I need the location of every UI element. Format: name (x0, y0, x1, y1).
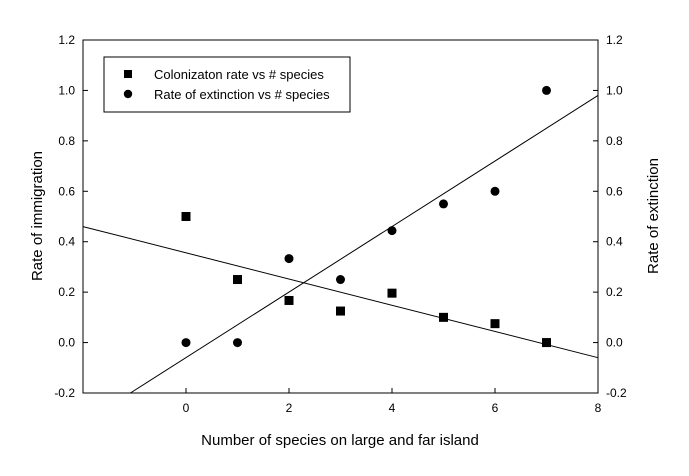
x-tick-label: 8 (595, 401, 602, 415)
legend-marker-square (124, 70, 132, 78)
y-tick-label-left: 0.6 (58, 184, 75, 198)
fit-lines-layer (82, 95, 599, 394)
legend-label-extinction: Rate of extinction vs # species (154, 87, 330, 102)
extinction-point (439, 199, 448, 209)
legend-marker-circle (123, 89, 133, 99)
points-layer (181, 85, 551, 348)
legend-box (103, 56, 351, 113)
x-tick-label: 2 (286, 401, 293, 415)
y-axis-title-right: Rate of extinction (645, 158, 662, 274)
y-tick-label-left: 0.4 (58, 235, 75, 249)
x-tick-label: 0 (183, 401, 190, 415)
extinction-point (542, 85, 551, 95)
y-tick-label-right: 1.2 (606, 33, 623, 47)
colonization-point (490, 319, 500, 329)
x-axis-title: Number of species on large and far islan… (201, 432, 479, 449)
colonization-point (233, 275, 242, 285)
plot-frame (82, 39, 599, 394)
colonization-point (387, 288, 397, 298)
ticks-layer: 0 2 4 6 8 -0.2 -0.2 0.0 0.0 0.2 0.2 0.4 0.4 0.6 0.6 0.8… (54, 33, 627, 415)
y-tick-label-left: -0.2 (54, 386, 75, 400)
y-tick-label-right: 1.0 (606, 83, 623, 97)
extinction-point (490, 186, 500, 196)
colonization-point (542, 338, 551, 348)
y-tick-label-right: 0.2 (606, 285, 623, 299)
y-tick-label-right: 0.6 (606, 184, 623, 198)
colonization-point (439, 312, 448, 322)
legend: Colonizaton rate vs # species Rate of ex… (103, 56, 351, 113)
extinction-point (233, 338, 242, 348)
y-tick-label-left: 0.8 (58, 134, 75, 148)
y-tick-label-right: 0.0 (606, 336, 623, 350)
colonization-point (284, 295, 294, 305)
extinction-point (181, 338, 191, 348)
colonization-point (336, 306, 345, 316)
legend-label-colonization: Colonizaton rate vs # species (154, 67, 324, 82)
y-tick-label-right: -0.2 (606, 386, 627, 400)
extinction-point (284, 254, 294, 264)
extinction-point (336, 275, 345, 285)
extinction-fit-line (130, 95, 599, 394)
extinction-point (387, 226, 397, 236)
y-axis-title-left: Rate of immigration (29, 151, 46, 281)
x-tick-label: 6 (492, 401, 499, 415)
colonization-point (181, 212, 191, 221)
colonization-fit-line (82, 226, 599, 359)
y-tick-label-left: 1.2 (58, 33, 75, 47)
x-tick-label: 4 (389, 401, 396, 415)
y-tick-label-left: 0.2 (58, 285, 75, 299)
y-tick-label-left: 0.0 (58, 336, 75, 350)
y-tick-label-right: 0.4 (606, 235, 623, 249)
y-tick-label-left: 1.0 (58, 83, 75, 97)
y-tick-label-right: 0.8 (606, 134, 623, 148)
